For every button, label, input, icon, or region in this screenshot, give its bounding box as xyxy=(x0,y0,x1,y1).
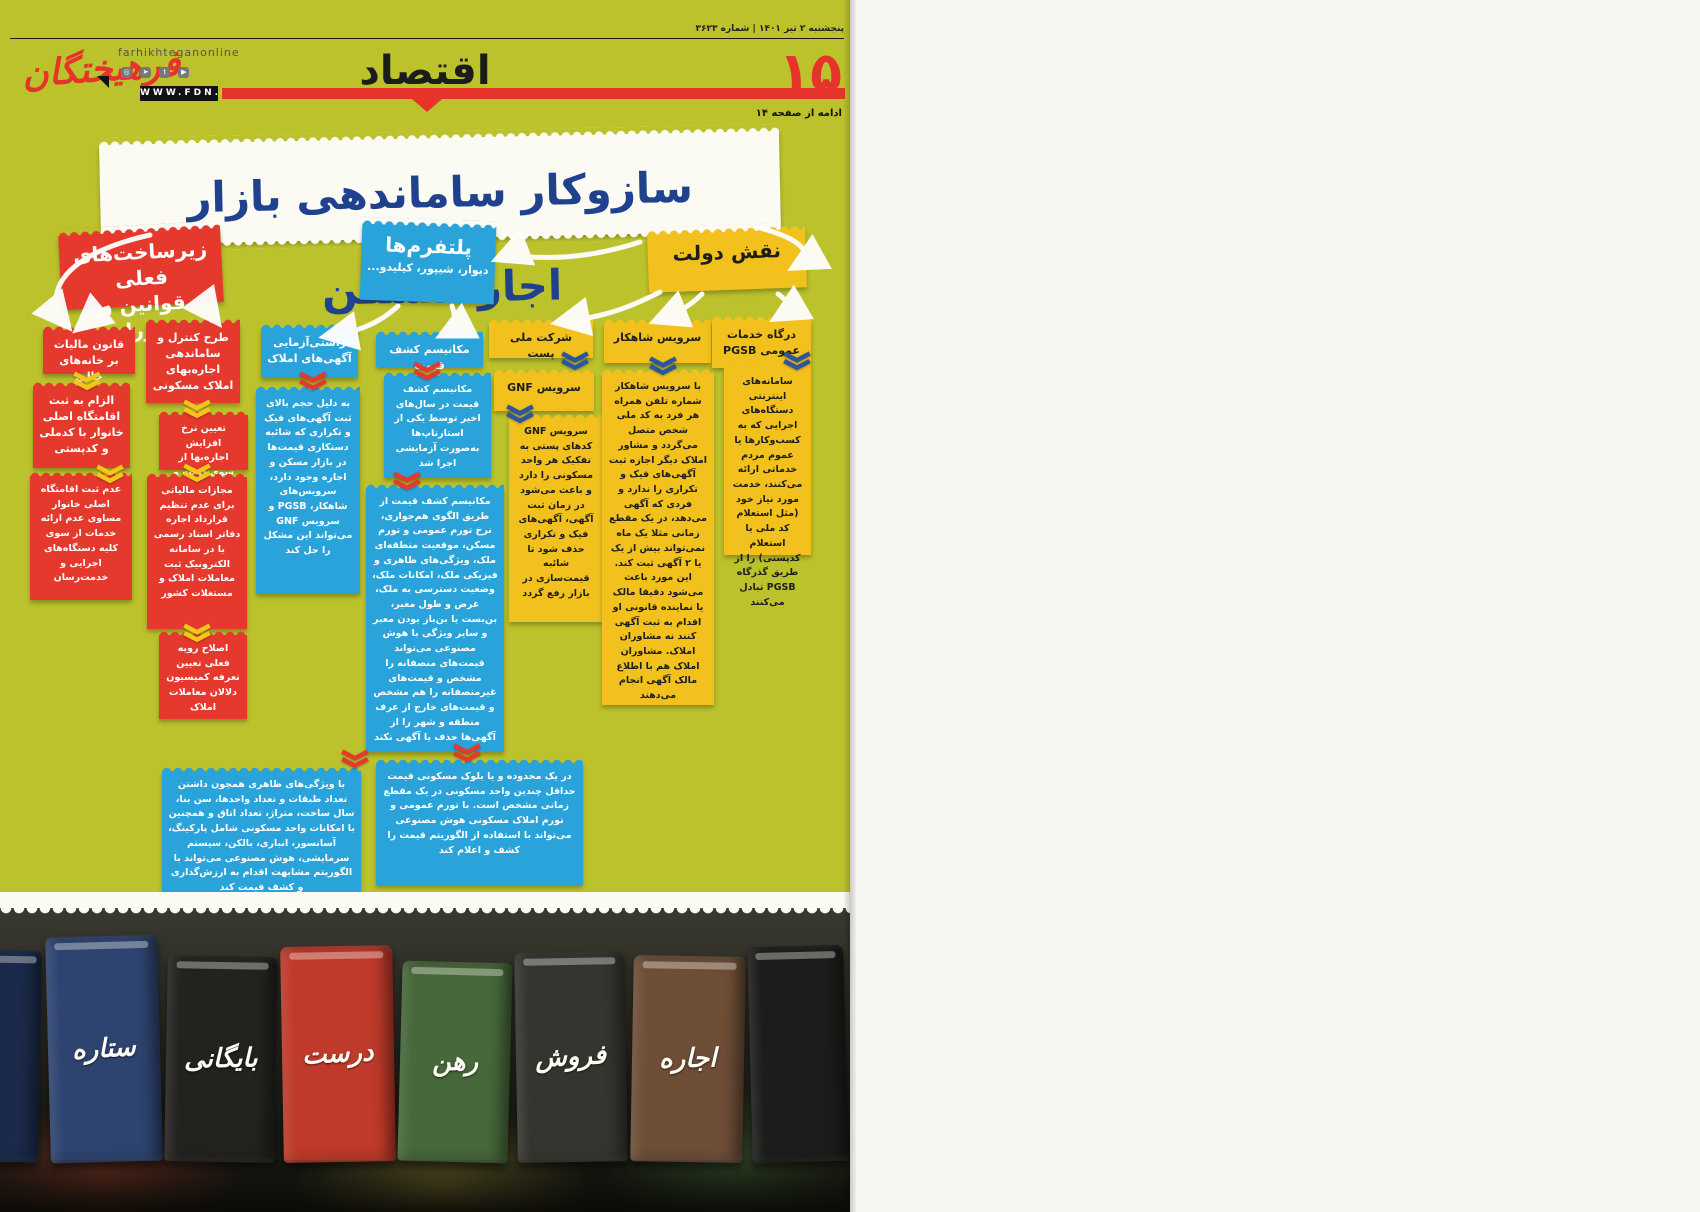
book-label: بایگانی xyxy=(183,1043,259,1075)
photo-floor xyxy=(0,1160,850,1212)
note-g2: سامانه‌های اینترنتی دستگاه‌های اجرایی که… xyxy=(724,361,811,608)
chevron-icon xyxy=(182,462,212,484)
book-label: ستاره xyxy=(71,1032,137,1066)
note-h2-text: در یک محدوده و یا بلوک مسکونی قیمت حداقل… xyxy=(383,771,576,856)
group-laws-line1: زیرساخت‌های فعلی xyxy=(72,236,208,292)
book-label: رهن xyxy=(431,1046,479,1078)
note-a1: قانون مالیات بر خانه‌های خالی xyxy=(43,323,135,383)
book-spine: رهن xyxy=(397,960,513,1164)
logo-online-block: farhikhteganonline ◎ ➤ t ▶ xyxy=(118,46,240,81)
note-d2: مکانیسم کشف قیمت در سال‌های اخیر توسط یک… xyxy=(384,369,491,478)
note-e3: سرویس GNF کدهای پستی به تفکیک هر واحد مس… xyxy=(509,411,603,622)
chevron-icon xyxy=(648,355,678,377)
books-photo: ستاره بایگانی درست رهن فروش اجاره xyxy=(0,906,850,1212)
group-platforms-sub: دیوار، شیپور، کیلیدو... xyxy=(366,259,489,278)
page-15: پنجشنبه ۲ تیر ۱۴۰۱ | شماره ۳۶۲۳ فرهیختگا… xyxy=(0,0,850,1212)
url-bar: WWW.FDN.IR xyxy=(140,86,234,101)
note-b4-text: اصلاح رویه فعلی تعیین تعرفه کمیسیون دلال… xyxy=(166,643,240,713)
note-d2-text: مکانیسم کشف قیمت در سال‌های اخیر توسط یک… xyxy=(394,384,481,469)
chevron-icon xyxy=(95,463,125,485)
note-e2: سرویس GNF xyxy=(494,366,594,411)
note-b3-text: مجازات مالیاتی برای عدم تنظیم قرارداد اج… xyxy=(153,485,241,600)
logo-online-text: farhikhteganonline xyxy=(118,46,240,59)
aparat-icon: ▶ xyxy=(178,67,190,78)
note-c2: به دلیل حجم بالای ثبت آگهی‌های فیک و تکر… xyxy=(256,383,360,594)
note-a3-text: عدم ثبت اقامتگاه اصلی خانوار مساوی عدم ا… xyxy=(40,484,122,584)
page-14: پنجشنبه ۲ تیر ۱۴۰۱ | شماره ۳۶۲۳ ۱۴ اقتصا… xyxy=(850,0,1700,1212)
group-laws: زیرساخت‌های فعلی قوانین و مقررات xyxy=(58,227,224,344)
twitter-icon: t xyxy=(159,67,171,78)
note-f2-text: با سرویس شاهکار شماره تلفن همراه هر فرد … xyxy=(608,381,708,702)
note-h2: در یک محدوده و یا بلوک مسکونی قیمت حداقل… xyxy=(376,756,583,885)
note-e2-text: سرویس GNF xyxy=(507,381,581,394)
note-b4: اصلاح رویه فعلی تعیین تعرفه کمیسیون دلال… xyxy=(159,628,247,719)
book-label: درست xyxy=(301,1037,375,1071)
group-government: نقش دولت xyxy=(647,229,807,293)
group-government-title: نقش دولت xyxy=(672,238,782,266)
chevron-icon xyxy=(182,398,212,420)
note-b3: مجازات مالیاتی برای عدم تنظیم قرارداد اج… xyxy=(147,470,247,629)
note-f1-text: سرویس شاهکار xyxy=(613,331,702,344)
logo-triangle xyxy=(97,76,109,88)
note-a2: الزام به ثبت اقامتگاه اصلی خانوار با کدم… xyxy=(33,379,130,468)
book-spine: ستاره xyxy=(45,934,163,1164)
book-spine xyxy=(747,944,849,1164)
continued-from-note: ادامه از صفحه ۱۴ xyxy=(755,108,842,119)
chevron-icon xyxy=(72,370,102,392)
book-label: اجاره xyxy=(659,1043,717,1075)
note-b1-text: طرح کنترل و ساماندهی اجاره‌بهای املاک مس… xyxy=(152,331,234,392)
book-spine xyxy=(0,949,42,1163)
note-d3: مکانیسم کشف قیمت از طریق الگوی هم‌جواری،… xyxy=(366,481,504,752)
book-spine: فروش xyxy=(514,951,628,1163)
note-g1-text: درگاه خدمات عمومی PGSB xyxy=(723,328,800,357)
book-spine: اجاره xyxy=(630,955,746,1163)
telegram-icon: ➤ xyxy=(140,67,152,78)
note-e3-text: سرویس GNF کدهای پستی به تفکیک هر واحد مس… xyxy=(518,426,594,599)
book-spine: درست xyxy=(280,945,396,1163)
note-b1: طرح کنترل و ساماندهی اجاره‌بهای املاک مس… xyxy=(146,316,240,403)
chevron-icon xyxy=(560,350,590,372)
group-platforms: پلتفرم‌ها دیوار، شیپور، کیلیدو... xyxy=(359,223,497,305)
chevron-icon xyxy=(505,403,535,425)
chevron-icon xyxy=(392,470,422,492)
instagram-icon: ◎ xyxy=(121,67,132,78)
chevron-icon xyxy=(412,360,442,382)
note-c1-text: راستی‌آزمایی آگهی‌های املاک xyxy=(267,336,352,365)
photo-torn-edge xyxy=(0,892,850,917)
group-platforms-title: پلتفرم‌ها xyxy=(384,232,473,260)
note-a2-text: الزام به ثبت اقامتگاه اصلی خانوار با کدم… xyxy=(39,394,124,455)
dateline-left: پنجشنبه ۲ تیر ۱۴۰۱ | شماره ۳۶۲۳ xyxy=(695,24,844,34)
note-g2-text: سامانه‌های اینترنتی دستگاه‌های اجرایی که… xyxy=(732,376,803,608)
chevron-icon xyxy=(298,370,328,392)
note-a3: عدم ثبت اقامتگاه اصلی خانوار مساوی عدم ا… xyxy=(30,469,132,600)
red-bar-pointer-left xyxy=(412,99,442,112)
chevron-icon xyxy=(340,748,370,770)
note-h1-text: با ویژگی‌های ظاهری همچون داشتن تعداد طبق… xyxy=(168,779,355,894)
section-title-left: اقتصاد xyxy=(359,48,491,94)
note-d3-text: مکانیسم کشف قیمت از طریق الگوی هم‌جواری،… xyxy=(372,496,498,743)
chevron-icon xyxy=(452,742,482,764)
note-h1: با ویژگی‌های ظاهری همچون داشتن تعداد طبق… xyxy=(162,764,361,903)
chevron-icon xyxy=(182,622,212,644)
book-label: فروش xyxy=(534,1040,608,1074)
chevron-icon xyxy=(782,350,812,372)
page-gutter xyxy=(843,0,857,1212)
red-bar-left xyxy=(222,88,845,99)
book-spine: بایگانی xyxy=(164,955,278,1163)
note-f2: با سرویس شاهکار شماره تلفن همراه هر فرد … xyxy=(602,366,714,705)
header-rule xyxy=(10,38,844,39)
note-c2-text: به دلیل حجم بالای ثبت آگهی‌های فیک و تکر… xyxy=(263,398,353,557)
